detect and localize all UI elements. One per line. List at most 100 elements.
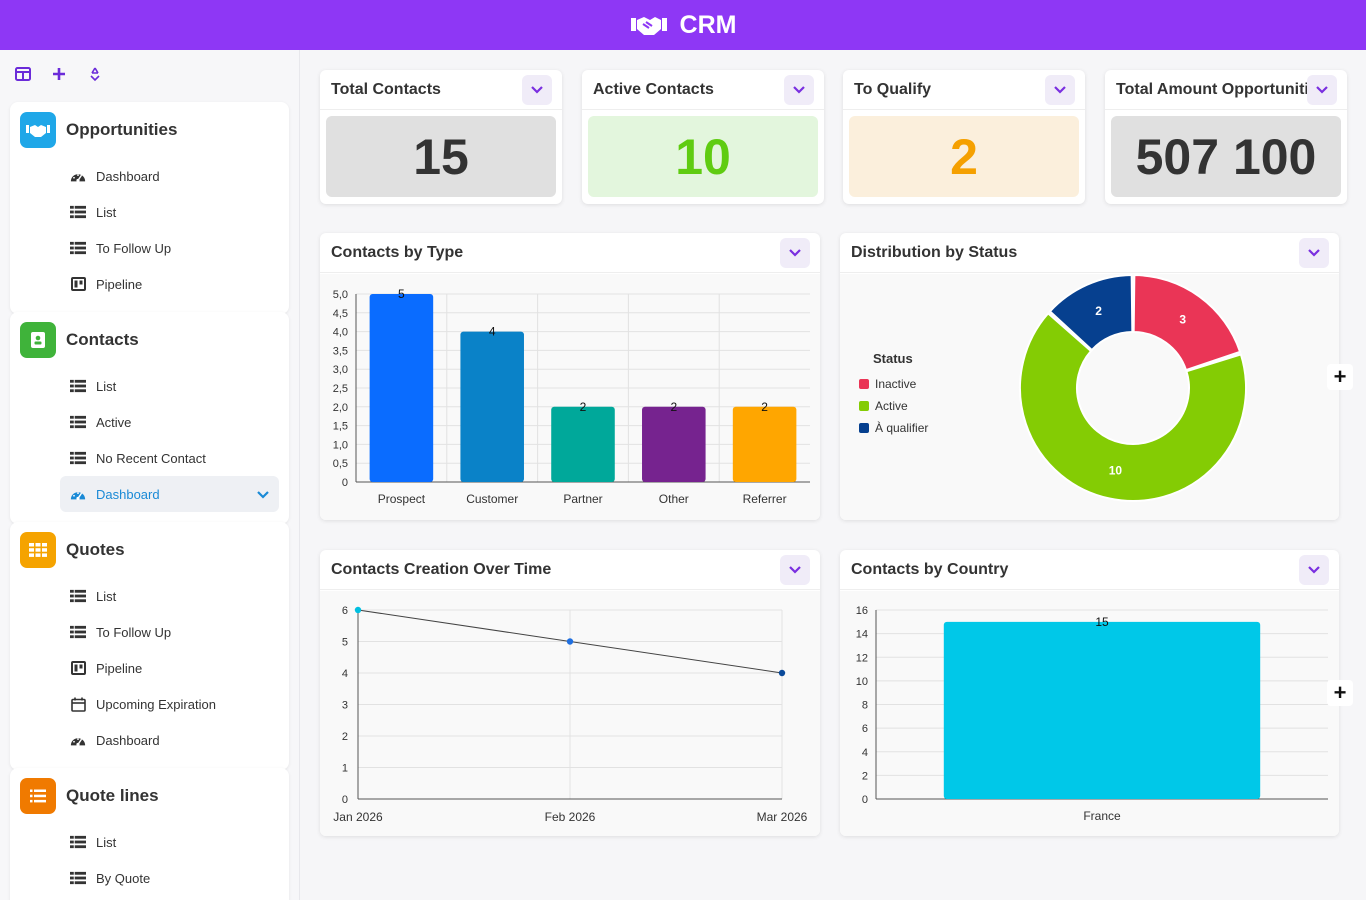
y-tick-label: 0 — [342, 477, 348, 489]
add-widget-button[interactable]: + — [1327, 680, 1353, 706]
sidebar-item-label: To Follow Up — [96, 240, 172, 256]
sidebar-item-pipeline[interactable]: Pipeline — [10, 266, 289, 302]
handshake-icon — [20, 112, 56, 148]
data-point — [354, 606, 362, 614]
data-label: 10 — [1109, 464, 1123, 478]
y-tick-label: 1,0 — [333, 439, 348, 451]
sidebar-item-list[interactable]: List — [10, 824, 289, 860]
sidebar-section-title: Quote lines — [66, 786, 159, 805]
sidebar-item-by-quote[interactable]: By Quote — [10, 860, 289, 896]
list-icon — [70, 870, 86, 886]
y-tick-label: 5,0 — [333, 289, 348, 301]
chevron-down-icon[interactable] — [780, 554, 810, 585]
sidebar-item-upcoming-expiration[interactable]: Upcoming Expiration — [10, 686, 289, 722]
recycle-icon[interactable] — [86, 65, 104, 83]
sidebar-toolbar — [0, 50, 299, 94]
app-brand[interactable]: CRM — [630, 11, 736, 40]
chevron-down-icon[interactable] — [780, 237, 810, 268]
sidebar-item-label: List — [96, 378, 117, 394]
chevron-down-icon[interactable] — [1299, 237, 1329, 268]
legend-swatch — [859, 401, 869, 411]
chevron-down-icon[interactable] — [1307, 74, 1337, 105]
data-point — [566, 638, 574, 645]
chevron-down-icon[interactable] — [522, 74, 552, 105]
y-tick-label: 16 — [856, 605, 868, 617]
data-label: 15 — [1095, 615, 1109, 629]
contacts-over-time-chart: 0 1 2 3 4 5 6 Jan 2026 Feb 2026 Mar 2026 — [333, 605, 807, 824]
chevron-down-icon[interactable] — [1299, 554, 1329, 585]
sidebar-item-label: By Quote — [96, 870, 151, 886]
list-icon — [70, 588, 86, 604]
y-tick-label: 4 — [862, 747, 868, 759]
kpi-value: 15 — [326, 116, 556, 197]
sidebar-item-label: Dashboard — [96, 732, 160, 748]
y-tick-label: 4 — [342, 668, 348, 680]
y-tick-label: 0 — [862, 794, 868, 806]
calendar-icon — [70, 696, 86, 712]
list-icon — [70, 414, 86, 430]
chevron-down-icon[interactable] — [784, 74, 814, 105]
sidebar-item-dashboard[interactable]: Dashboard — [60, 476, 279, 512]
x-tick-label: France — [1083, 809, 1121, 823]
x-tick-label: Customer — [466, 492, 518, 506]
chevron-down-icon[interactable] — [257, 487, 269, 502]
x-tick-label: Feb 2026 — [545, 810, 596, 824]
distribution-by-status-widget: Distribution by Status 3 10 2 Status Inactiv… — [840, 233, 1339, 520]
handshake-icon — [630, 17, 667, 35]
list-icon — [70, 624, 86, 640]
sidebar-section-header[interactable]: Quote lines — [10, 768, 289, 824]
list-icon — [70, 204, 86, 220]
chevron-down-icon[interactable] — [1045, 74, 1075, 105]
sidebar-item-no-recent-contact[interactable]: No Recent Contact — [10, 440, 289, 476]
kpi-card: Total Contacts 15 — [320, 70, 562, 204]
sidebar-section-header[interactable]: Quotes — [10, 522, 289, 578]
data-label: 2 — [670, 400, 677, 414]
bar — [460, 331, 524, 482]
contacts-over-time-widget: Contacts Creation Over Time 0 1 2 3 4 5 6 Jan 2… — [320, 550, 820, 836]
add-widget-button[interactable]: + — [1327, 364, 1353, 390]
add-icon[interactable] — [50, 65, 68, 83]
kpi-card: Total Amount Opportunities 507 100 — [1105, 70, 1347, 204]
sidebar-section-opportunities: Opportunities Dashboard List To Follow Up Pi… — [10, 102, 289, 314]
x-tick-label: Prospect — [378, 492, 426, 506]
bar — [732, 406, 797, 482]
y-tick-label: 10 — [856, 676, 868, 688]
y-tick-label: 2 — [862, 770, 868, 782]
legend-label: À qualifier — [875, 420, 928, 435]
sidebar-item-label: List — [96, 204, 117, 220]
sidebar-item-dashboard[interactable]: Dashboard — [10, 722, 289, 758]
sidebar-item-active[interactable]: Active — [10, 404, 289, 440]
y-tick-label: 1 — [342, 763, 348, 775]
toggle-panel-icon[interactable] — [14, 65, 32, 83]
data-label: 2 — [761, 400, 768, 414]
sidebar-section-quotes: Quotes List To Follow Up Pipeline Upcoming E… — [10, 522, 289, 770]
list-icon — [70, 450, 86, 466]
x-tick-label: Jan 2026 — [333, 810, 383, 824]
legend-title: Status — [873, 351, 913, 366]
y-tick-label: 3,5 — [333, 345, 348, 357]
data-point — [778, 669, 786, 677]
dashboard-icon — [70, 168, 86, 184]
list-icon — [70, 240, 86, 256]
y-tick-label: 0 — [342, 794, 348, 806]
pie-slice — [1019, 311, 1247, 502]
sidebar-item-label: Dashboard — [96, 486, 160, 502]
widget-title: Contacts Creation Over Time — [331, 560, 552, 578]
sidebar-item-list[interactable]: List — [10, 578, 289, 614]
sidebar-item-dashboard[interactable]: Dashboard — [10, 158, 289, 194]
sidebar-item-pipeline[interactable]: Pipeline — [10, 650, 289, 686]
kpi-title: Total Contacts — [331, 80, 441, 98]
y-tick-label: 2,5 — [333, 383, 348, 395]
x-tick-label: Partner — [563, 492, 602, 506]
sidebar-item-to-follow-up[interactable]: To Follow Up — [10, 230, 289, 266]
sidebar-section-header[interactable]: Contacts — [10, 312, 289, 368]
sidebar-item-list[interactable]: List — [10, 194, 289, 230]
distribution-by-status-chart: 3 10 2 Status Inactive Active À qualifier — [859, 273, 1247, 502]
sidebar-item-to-follow-up[interactable]: To Follow Up — [10, 614, 289, 650]
data-label: 5 — [398, 287, 405, 301]
y-tick-label: 0,5 — [333, 458, 348, 470]
y-tick-label: 2,0 — [333, 402, 348, 414]
data-label: 3 — [1179, 313, 1186, 327]
sidebar-item-list[interactable]: List — [10, 368, 289, 404]
sidebar-section-header[interactable]: Opportunities — [10, 102, 289, 158]
